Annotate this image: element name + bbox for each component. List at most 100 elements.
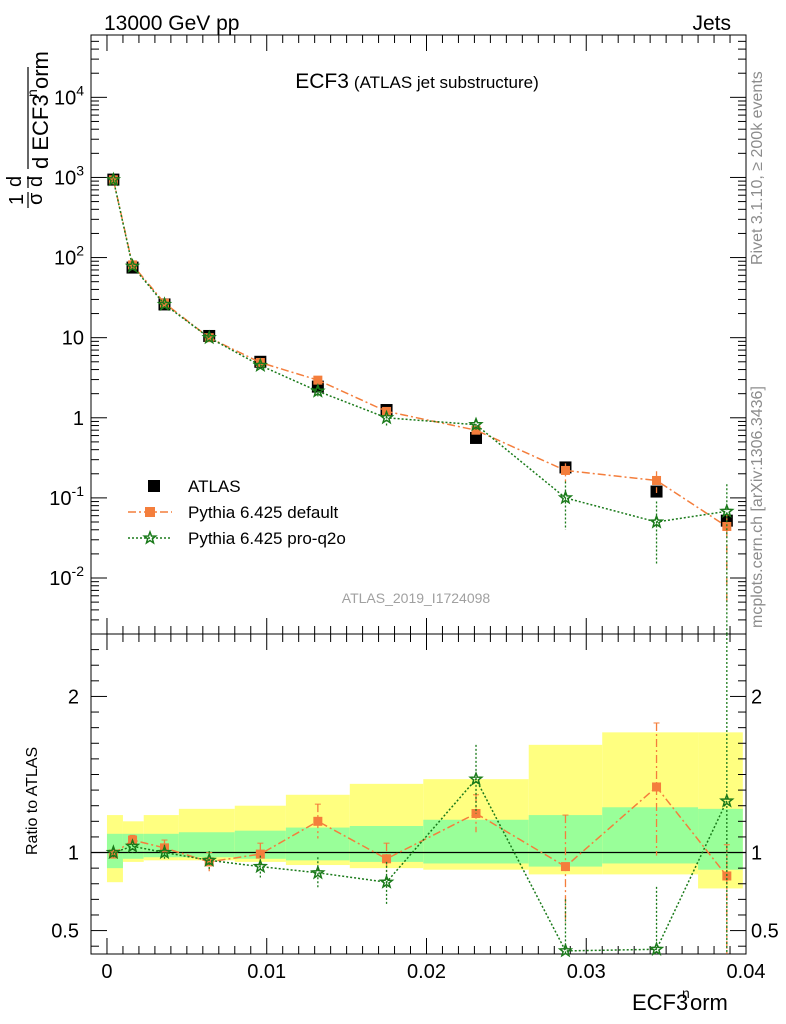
ratio-axes: 0.5 0.5 1 1 2 2 0 0.01 0.02 0.03 0.04: [51, 633, 779, 983]
main-point-proq2o: [648, 513, 665, 529]
ratio-point-proq2o: [557, 942, 574, 958]
xtick-label: 0.02: [407, 961, 446, 983]
main-axes: 10-2 10-1 1 10 102 103 104: [49, 34, 747, 635]
legend-star-marker: [142, 529, 158, 545]
main-series-line: [112, 179, 727, 523]
svg-text:d: d: [4, 176, 26, 187]
xtick-label: 0.03: [567, 961, 606, 983]
ratio-point-default: [204, 857, 214, 867]
ratio-point-proq2o: [156, 844, 173, 860]
svg-text:1: 1: [6, 194, 28, 205]
main-point-default: [722, 521, 732, 531]
legend-label-atlas: ATLAS: [188, 477, 241, 496]
ratio-ytick-label-right: 0.5: [751, 921, 779, 943]
main-point-proq2o: [124, 257, 141, 273]
ratio-series-line: [113, 777, 728, 952]
ratio-ytick-label-right: 2: [751, 686, 762, 708]
main-point-default: [560, 465, 570, 475]
ratio-bands: [106, 732, 743, 889]
ratio-plot-area: [105, 634, 735, 958]
ratio-series-line: [112, 785, 728, 877]
main-ytick-label: 10: [62, 328, 84, 350]
main-point-default: [652, 475, 662, 485]
legend-label-default: Pythia 6.425 default: [188, 503, 339, 522]
svg-text:ECF3: ECF3: [632, 990, 688, 1015]
title-sub: (ATLAS jet substructure): [354, 73, 539, 92]
ratio-point-default: [382, 854, 392, 864]
svg-text:orm: orm: [690, 990, 728, 1015]
ratio-point-proq2o: [719, 792, 735, 808]
header-left-label: 13000 GeV pp: [104, 12, 239, 35]
band-inner: [602, 807, 699, 864]
ratio-point-default: [652, 782, 662, 792]
main-point-proq2o: [201, 329, 217, 345]
main-series-line: [112, 179, 728, 528]
title-main: ECF3: [295, 70, 349, 93]
ratio-point-proq2o: [252, 858, 268, 874]
ratio-ytick-label: 0.5: [51, 921, 79, 943]
header-right-label: Jets: [692, 12, 731, 35]
main-point-default: [471, 425, 481, 435]
legend: ATLAS Pythia 6.425 default Pythia 6.425 …: [128, 477, 346, 548]
main-point-proq2o: [468, 416, 484, 432]
main-plot-area: [105, 171, 735, 634]
ratio-frame: [90, 633, 747, 955]
main-point-proq2o: [557, 489, 574, 505]
svg-text:dσ: dσ: [0, 137, 2, 163]
xtick-label: 0.01: [247, 961, 286, 983]
main-series-atlas: [107, 173, 733, 527]
main-ytick-label: 103: [54, 162, 84, 189]
xlabel: ECF3 n orm: [632, 985, 728, 1015]
ratio-ytick-label: 1: [68, 843, 79, 865]
main-point-default: [313, 375, 323, 385]
xtick-label: 0.04: [727, 961, 766, 983]
ratio-ylabel: Ratio to ATLAS: [24, 747, 41, 855]
band-inner: [178, 832, 235, 858]
ratio-series-proq2o: [105, 634, 735, 958]
ratio-point-default: [313, 816, 323, 826]
legend-item-atlas: ATLAS: [148, 477, 241, 496]
main-point-proq2o: [252, 357, 269, 373]
ratio-point-proq2o: [310, 864, 326, 880]
svg-text:d: d: [25, 176, 47, 187]
svg-text:n: n: [24, 89, 40, 97]
ratio-point-proq2o: [468, 771, 484, 786]
band-inner: [528, 815, 603, 867]
main-point-proq2o: [156, 296, 173, 312]
legend-item-proq2o: Pythia 6.425 pro-q2o: [128, 529, 346, 548]
main-point-proq2o: [310, 383, 326, 398]
mcplots-label: mcplots.cern.ch [arXiv:1306.3436]: [749, 386, 766, 628]
legend-item-default: Pythia 6.425 default: [128, 503, 339, 522]
main-ylabel: 1 σ d d dσ d ECF3 n orm: [0, 51, 53, 208]
main-ytick-label: 104: [54, 82, 84, 109]
main-ytick-label: 10-1: [49, 483, 84, 510]
ratio-point-proq2o: [648, 941, 665, 956]
chart-title: ECF3 (ATLAS jet substructure): [295, 70, 539, 93]
rivet-label: Rivet 3.1.10, ≥ 200k events: [749, 71, 766, 265]
analysis-watermark: ATLAS_2019_I1724098: [342, 590, 491, 606]
ratio-point-proq2o: [124, 838, 141, 853]
svg-text:d ECF3: d ECF3: [28, 94, 53, 169]
main-ytick-label: 1: [73, 408, 84, 430]
xtick-label: 0: [101, 961, 112, 983]
ratio-point-proq2o: [105, 844, 122, 860]
band-inner: [698, 808, 743, 870]
main-point-atlas: [470, 431, 483, 444]
main-point-proq2o: [378, 409, 395, 425]
ratio-point-default: [560, 862, 570, 872]
ratio-point-default: [255, 849, 265, 859]
ratio-ytick-label: 2: [68, 686, 79, 708]
band-inner: [423, 819, 529, 864]
main-ytick-label: 102: [54, 243, 84, 270]
main-point-proq2o: [105, 171, 122, 187]
svg-text:σ: σ: [25, 192, 47, 205]
svg-text:orm: orm: [28, 51, 53, 89]
svg-text:n: n: [682, 985, 690, 1001]
main-point-default: [204, 333, 214, 343]
main-series-proq2o: [105, 171, 735, 634]
main-point-proq2o: [719, 503, 735, 518]
ratio-ytick-label-right: 1: [751, 843, 762, 865]
main-ytick-label: 10-2: [49, 563, 84, 590]
ratio-point-proq2o: [201, 852, 217, 867]
